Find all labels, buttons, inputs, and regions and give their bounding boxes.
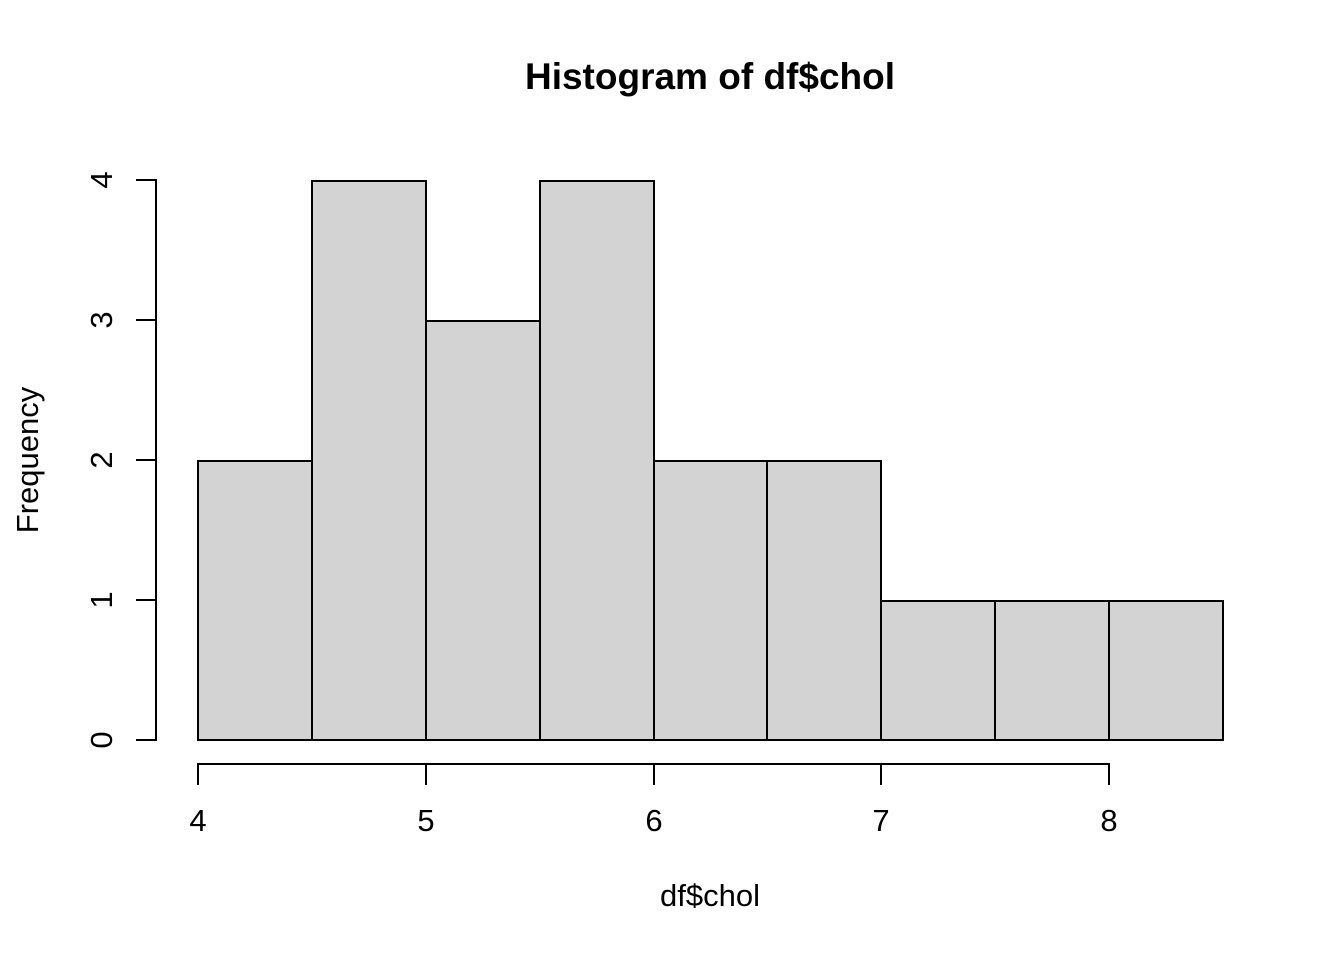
x-axis-tick xyxy=(425,765,427,785)
histogram-bar xyxy=(197,460,313,741)
x-tick-label: 6 xyxy=(645,803,663,838)
histogram-bar xyxy=(880,600,996,741)
y-tick-label: 4 xyxy=(84,171,119,189)
x-axis-tick xyxy=(880,765,882,785)
y-tick-label: 2 xyxy=(84,451,119,469)
y-tick-label: 0 xyxy=(84,731,119,749)
x-axis-tick xyxy=(197,765,199,785)
x-axis-tick xyxy=(1108,765,1110,785)
x-axis-label: df$chol xyxy=(660,878,760,913)
y-tick-label: 3 xyxy=(84,311,119,329)
y-axis-tick xyxy=(136,179,156,181)
histogram-bar xyxy=(425,320,541,741)
x-axis-tick xyxy=(653,765,655,785)
y-axis-tick xyxy=(136,599,156,601)
histogram-bar xyxy=(311,180,427,741)
x-tick-label: 5 xyxy=(417,803,435,838)
chart-title: Histogram of df$chol xyxy=(524,56,896,97)
x-tick-label: 4 xyxy=(189,803,207,838)
histogram-bar xyxy=(1108,600,1224,741)
y-axis-tick xyxy=(136,319,156,321)
y-axis-label: Frequency xyxy=(10,386,45,534)
y-axis-tick xyxy=(136,459,156,461)
y-axis-line xyxy=(155,179,157,741)
histogram-bar xyxy=(653,460,768,741)
histogram-bar xyxy=(994,600,1110,741)
x-axis-line xyxy=(197,763,1110,765)
x-tick-label: 7 xyxy=(872,803,890,838)
y-tick-label: 1 xyxy=(84,591,119,609)
y-axis-tick xyxy=(136,739,156,741)
x-tick-label: 8 xyxy=(1100,803,1118,838)
histogram-bar xyxy=(539,180,655,741)
histogram-bar xyxy=(766,460,882,741)
